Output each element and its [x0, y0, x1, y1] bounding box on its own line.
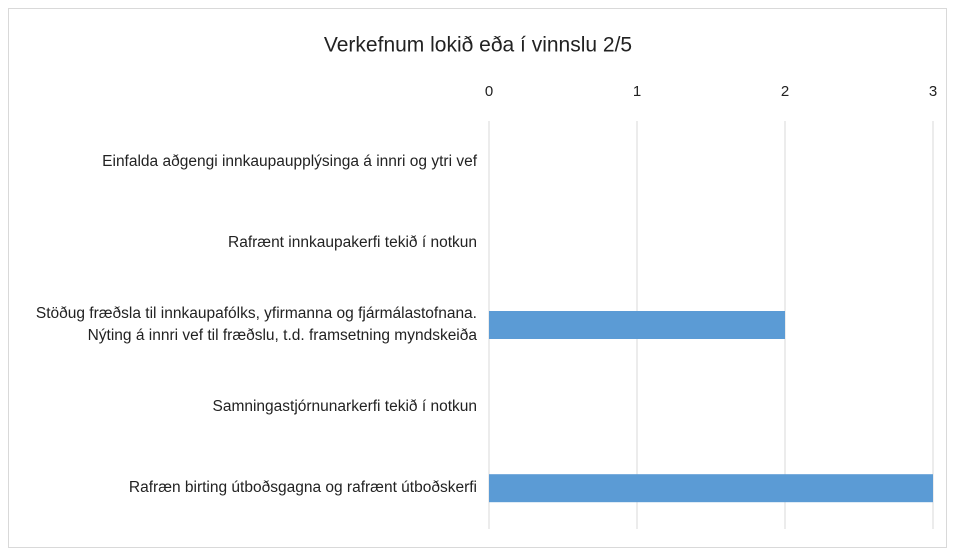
x-tick-label: 2	[781, 83, 789, 100]
x-tick-label: 3	[929, 83, 937, 100]
y-tick-label: Einfalda aðgengi innkaupaupplýsinga á in…	[102, 152, 477, 170]
bar	[489, 474, 933, 503]
y-tick-label: Rafrænt innkaupakerfi tekið í notkun	[228, 234, 477, 252]
chart-title: Verkefnum lokið eða í vinnslu 2/5	[324, 34, 632, 57]
y-tick-label: Samningastjórnunarkerfi tekið í notkun	[212, 397, 477, 415]
chart-border	[8, 8, 947, 548]
x-tick-label: 0	[485, 83, 493, 100]
x-tick-label: 1	[633, 83, 641, 100]
y-tick-label: Stöðug fræðsla til innkaupafólks, yfirma…	[35, 305, 477, 344]
y-tick-label: Rafræn birting útboðsgagna og rafrænt út…	[128, 479, 477, 497]
bar	[489, 311, 785, 339]
